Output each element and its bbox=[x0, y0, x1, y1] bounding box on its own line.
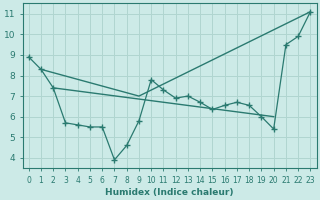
X-axis label: Humidex (Indice chaleur): Humidex (Indice chaleur) bbox=[105, 188, 234, 197]
